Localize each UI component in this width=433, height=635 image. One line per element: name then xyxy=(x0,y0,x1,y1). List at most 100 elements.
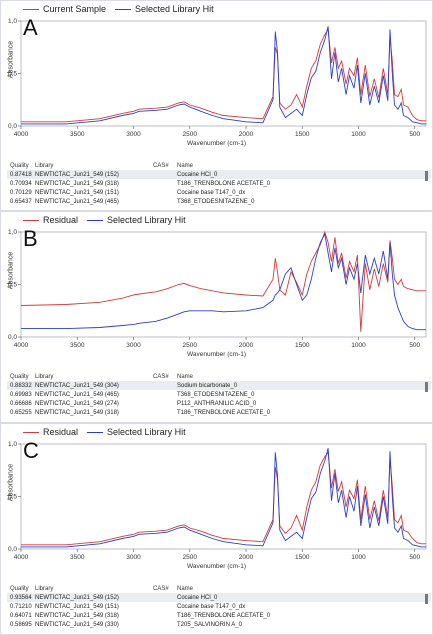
column-header[interactable]: Quality xyxy=(10,162,29,169)
y-axis-label: Absorbance xyxy=(7,40,15,79)
x-tick-label: 4000 xyxy=(14,554,29,561)
table-row[interactable]: 0.70129 NEWTICTAC_Jun21_549 (151) Cocaine … xyxy=(7,188,431,197)
column-header[interactable]: CAS# xyxy=(153,162,169,169)
table-cell: NEWTICTAC_Jun21_549 (152) xyxy=(35,594,119,601)
table-cell: P112_ANTHRANILIC ACID_0 xyxy=(177,400,257,407)
spectrum-chart[interactable]: 0,0 0,5 1,0 4000 3500 3000 2500 2000 1500 1000 500 xyxy=(1,424,432,579)
x-tick-label: 1000 xyxy=(351,554,366,561)
x-tick-label: 1000 xyxy=(351,131,366,138)
table-cell: NEWTICTAC_Jun21_549 (330) xyxy=(35,621,119,628)
table-row[interactable]: 0.70934 NEWTICTAC_Jun21_549 (318) T186_TRE… xyxy=(7,179,431,188)
spectrum-chart[interactable]: 0,0 0,5 1,0 4000 3500 3000 2500 2000 1500 1000 500 xyxy=(1,1,432,156)
table-scrollbar[interactable] xyxy=(425,171,428,181)
legend-label: Current Sample xyxy=(43,4,107,14)
legend-item: Residual xyxy=(23,427,78,437)
table-cell: 0.87418 xyxy=(10,171,32,178)
table-row[interactable]: 0.65437 NEWTICTAC_Jun21_549 (465) T368_ETO… xyxy=(7,197,431,206)
spectrum-panel-c: Residual Selected Library Hit 0,0 0,5 1,0 400… xyxy=(0,423,433,635)
panel-label: A xyxy=(23,15,38,40)
column-header[interactable]: Library xyxy=(35,585,54,592)
table-cell: NEWTICTAC_Jun21_549 (152) xyxy=(35,171,119,178)
column-header[interactable]: CAS# xyxy=(153,373,169,380)
x-tick-label: 1500 xyxy=(295,554,310,561)
x-tick-label: 2500 xyxy=(183,554,198,561)
table-cell: NEWTICTAC_Jun21_549 (318) xyxy=(35,180,119,187)
table-scrollbar[interactable] xyxy=(425,594,428,604)
panel-label: B xyxy=(23,226,38,251)
legend-label: Selected Library Hit xyxy=(107,215,186,225)
table-row[interactable]: 0.69983 NEWTICTAC_Jun21_549 (465) T368_ETO… xyxy=(7,390,431,399)
x-tick-label: 1000 xyxy=(351,342,366,349)
y-tick-label: 1,0 xyxy=(8,18,17,25)
table-cell: T368_ETODESNITAZENE_0 xyxy=(177,198,255,205)
x-tick-label: 2000 xyxy=(239,131,254,138)
x-tick-label: 3500 xyxy=(70,342,85,349)
x-tick-label: 3000 xyxy=(126,342,141,349)
x-tick-label: 1500 xyxy=(295,131,310,138)
table-cell: Cocaine HCl_0 xyxy=(177,594,218,601)
x-tick-label: 2500 xyxy=(183,342,198,349)
legend-swatch xyxy=(115,8,132,10)
table-cell: 0.70934 xyxy=(10,180,32,187)
spectrum-panel-b: Residual Selected Library Hit 0,0 0,5 1,0 400… xyxy=(0,211,433,423)
table-row[interactable]: 0.66686 NEWTICTAC_Jun21_549 (274) P112_ANT… xyxy=(7,399,431,408)
table-cell: 0.93564 xyxy=(10,594,32,601)
library-hit-table: Quality Library CAS# Name 0.87418 NEWTICTAC_J… xyxy=(7,161,431,206)
table-cell: NEWTICTAC_Jun21_549 (318) xyxy=(35,409,119,416)
table-row[interactable]: 0.87418 NEWTICTAC_Jun21_549 (152) Cocaine … xyxy=(7,170,431,179)
table-cell: NEWTICTAC_Jun21_549 (318) xyxy=(35,612,119,619)
table-cell: 0.88332 xyxy=(10,382,32,389)
table-cell: Sodium bicarbonate_0 xyxy=(177,382,238,389)
table-row[interactable]: 0.93564 NEWTICTAC_Jun21_549 (152) Cocaine … xyxy=(7,593,431,602)
column-header[interactable]: Library xyxy=(35,162,54,169)
table-cell: 0.66686 xyxy=(10,400,32,407)
table-cell: NEWTICTAC_Jun21_549 (151) xyxy=(35,603,119,610)
chart-legend: Current Sample Selected Library Hit xyxy=(23,4,223,14)
column-header[interactable]: Name xyxy=(177,373,194,380)
library-hit-table: Quality Library CAS# Name 0.93564 NEWTICTAC_J… xyxy=(7,584,431,629)
column-header[interactable]: Name xyxy=(177,585,194,592)
table-row[interactable]: 0.88332 NEWTICTAC_Jun21_549 (304) Sodium b… xyxy=(7,381,431,390)
y-tick-label: 0,5 xyxy=(8,71,17,78)
x-tick-label: 3000 xyxy=(126,131,141,138)
legend-label: Residual xyxy=(43,215,79,225)
y-axis-label: Absorbance xyxy=(7,463,15,502)
x-tick-label: 3500 xyxy=(70,131,85,138)
table-row[interactable]: 0.65255 NEWTICTAC_Jun21_549 (318) T186_TRE… xyxy=(7,408,431,417)
column-header[interactable]: CAS# xyxy=(153,585,169,592)
x-tick-label: 500 xyxy=(409,131,420,138)
x-tick-label: 500 xyxy=(409,342,420,349)
legend-swatch xyxy=(87,219,104,221)
x-tick-label: 2000 xyxy=(239,342,254,349)
legend-item: Current Sample xyxy=(23,4,106,14)
legend-item: Selected Library Hit xyxy=(115,4,214,14)
table-scrollbar[interactable] xyxy=(425,382,428,392)
table-cell: 0.70129 xyxy=(10,189,32,196)
column-header[interactable]: Quality xyxy=(10,373,29,380)
table-header: Quality Library CAS# Name xyxy=(7,372,431,381)
x-axis-label: Wavenumber (cm-1) xyxy=(187,351,246,358)
column-header[interactable]: Quality xyxy=(10,585,29,592)
table-cell: NEWTICTAC_Jun21_549 (151) xyxy=(35,189,119,196)
table-cell: T186_TRENBOLONE ACETATE_0 xyxy=(177,409,271,416)
y-axis-label: Absorbance xyxy=(7,251,15,290)
series-line-blue xyxy=(21,26,426,125)
plot-area xyxy=(20,231,427,338)
column-header[interactable]: Name xyxy=(177,162,194,169)
spectrum-chart[interactable]: 0,0 0,5 1,0 4000 3500 3000 2500 2000 1500 1000 500 xyxy=(1,212,432,367)
table-row[interactable]: 0.58695 NEWTICTAC_Jun21_549 (330) T205_SAL… xyxy=(7,620,431,629)
legend-label: Residual xyxy=(43,427,79,437)
table-row[interactable]: 0.64071 NEWTICTAC_Jun21_549 (318) T186_TRE… xyxy=(7,611,431,620)
table-cell: Cocaine base T147_0_dx xyxy=(177,603,246,610)
table-cell: 0.58695 xyxy=(10,621,32,628)
table-cell: 0.65437 xyxy=(10,198,32,205)
column-header[interactable]: Library xyxy=(35,373,54,380)
table-header: Quality Library CAS# Name xyxy=(7,584,431,593)
table-row[interactable]: 0.71210 NEWTICTAC_Jun21_549 (151) Cocaine … xyxy=(7,602,431,611)
chart-legend: Residual Selected Library Hit xyxy=(23,215,195,225)
x-tick-label: 2500 xyxy=(183,131,198,138)
x-tick-label: 4000 xyxy=(14,342,29,349)
y-tick-label: 0,5 xyxy=(8,494,17,501)
x-tick-label: 500 xyxy=(409,554,420,561)
table-cell: T186_TRENBOLONE ACETATE_0 xyxy=(177,612,271,619)
